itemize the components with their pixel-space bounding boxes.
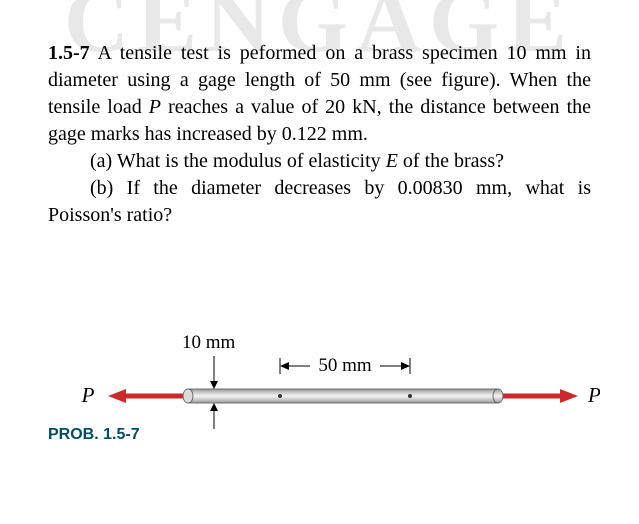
part-a: (a) What is the modulus of elasticity E … — [48, 148, 591, 175]
load-symbol: P — [149, 96, 161, 118]
part-a-post: of the brass? — [398, 150, 504, 172]
svg-text:50 mm: 50 mm — [318, 355, 372, 376]
svg-text:10 mm: 10 mm — [182, 332, 236, 353]
problem-content: 1.5-7 A tensile test is peformed on a br… — [0, 0, 639, 229]
problem-statement: 1.5-7 A tensile test is peformed on a br… — [48, 40, 591, 148]
part-a-text: (a) What is the modulus of elasticity — [90, 150, 386, 172]
problem-number: 1.5-7 — [48, 42, 90, 64]
prob-label: PROB. 1.5-7 — [48, 426, 140, 444]
modulus-symbol: E — [386, 150, 398, 172]
part-b-text: (b) If the diameter decreases by 0.00830… — [48, 177, 591, 226]
figure-area: 10 mm 50 mm P P PROB. 1.5-7 — [0, 324, 639, 454]
svg-text:P: P — [81, 383, 95, 407]
svg-text:P: P — [587, 383, 600, 407]
part-b: (b) If the diameter decreases by 0.00830… — [48, 175, 591, 229]
